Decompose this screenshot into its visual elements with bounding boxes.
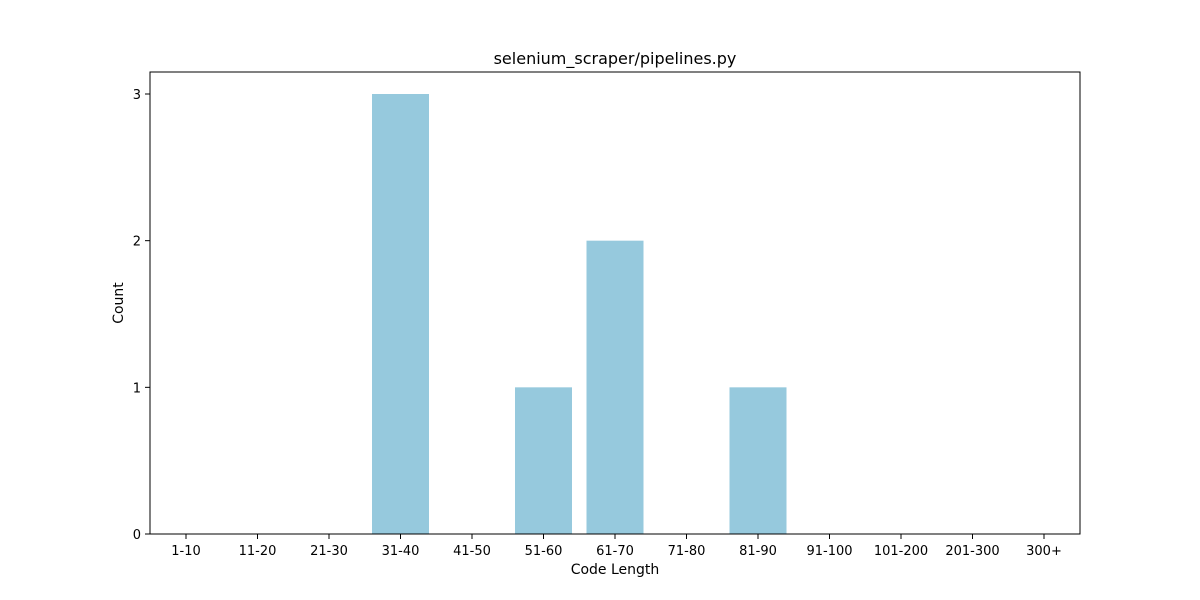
x-tick-label: 300+ [1026,544,1062,559]
y-tick-label: 3 [133,88,141,103]
x-tick-label: 31-40 [382,544,420,559]
x-tick-label: 1-10 [171,544,201,559]
y-tick-label: 2 [133,235,141,250]
bar-81-90 [729,387,787,534]
y-tick-label: 1 [133,381,141,396]
plot-frame [149,71,1081,535]
x-tick-label: 11-20 [239,544,277,559]
x-tick-label: 101-200 [874,544,928,559]
x-tick-label: 201-300 [945,544,999,559]
bar-61-70 [586,240,644,534]
x-tick-label: 71-80 [668,544,706,559]
y-axis-ticks: 0 1 2 3 [133,88,150,543]
x-tick-label: 51-60 [525,544,563,559]
bar-31-40 [372,94,429,534]
y-axis-label: Count [111,282,127,324]
bar-51-60 [515,387,572,534]
x-axis-label: Code Length [571,562,660,578]
x-tick-label: 41-50 [453,544,491,559]
x-tick-label: 91-100 [806,544,852,559]
x-tick-label: 81-90 [739,544,777,559]
chart-title: selenium_scraper/pipelines.py [494,49,737,69]
x-axis-ticks: 1-10 11-20 21-30 31-40 41-50 51-60 61-70 71-80 8… [171,534,1062,559]
x-tick-label: 61-70 [596,544,634,559]
bars-group [372,94,787,534]
y-tick-label: 0 [133,528,141,543]
x-tick-label: 21-30 [310,544,348,559]
